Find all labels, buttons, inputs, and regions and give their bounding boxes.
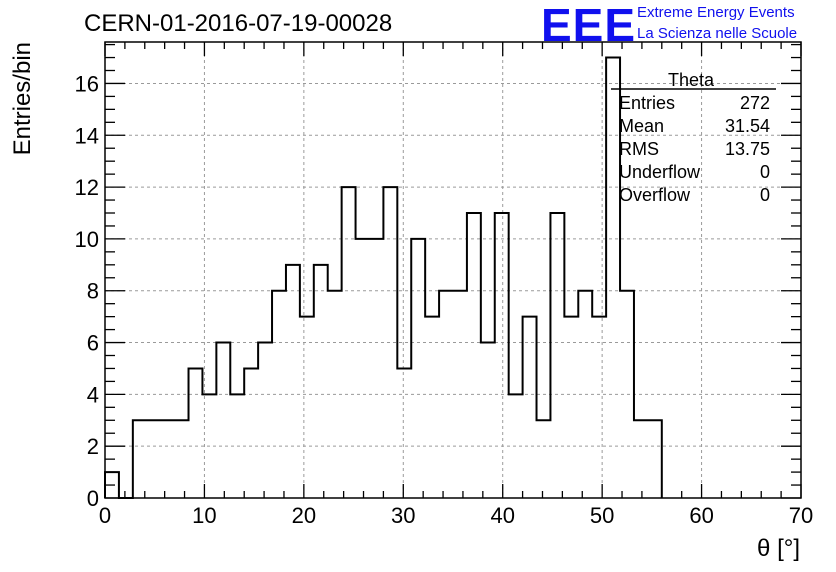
stat-label-entries: Entries (619, 93, 676, 113)
histogram-bin (648, 420, 662, 498)
y-tick-label: 6 (87, 331, 99, 356)
histogram-bin (537, 420, 551, 498)
histogram-bin (397, 368, 411, 498)
histogram-bin (258, 343, 272, 498)
histogram-bin (495, 213, 509, 498)
plot-title: CERN-01-2016-07-19-00028 (84, 10, 393, 37)
y-axis-label: Entries/bin (9, 42, 36, 155)
axis-tick-labels: 0 10 20 30 40 50 60 70 0 2 4 6 8 10 12 14 16 (75, 71, 814, 528)
logo-subtitle-line2: La Scienza nelle Scuole (637, 25, 798, 42)
x-tick-label: 70 (789, 503, 813, 528)
y-tick-label: 2 (87, 434, 99, 459)
stats-title: Theta (668, 70, 715, 90)
logo-subtitle-line1: Extreme Energy Events (637, 4, 795, 21)
eee-logo: EEE (541, 0, 637, 51)
y-tick-label: 8 (87, 279, 99, 304)
histogram-bin (189, 368, 203, 498)
x-tick-label: 60 (689, 503, 713, 528)
stat-label-rms: RMS (619, 139, 659, 159)
y-tick-label: 4 (87, 382, 99, 407)
stat-value-overflow: 0 (759, 185, 770, 205)
histogram-bin (161, 420, 175, 498)
histogram-bin (175, 420, 189, 498)
histogram-bin (606, 58, 620, 498)
x-tick-label: 0 (99, 503, 111, 528)
histogram-bin (369, 239, 383, 498)
histogram-bin (356, 239, 370, 498)
histogram-bin (550, 213, 564, 498)
histogram-bin (300, 317, 314, 498)
histogram-outline (104, 56, 663, 499)
histogram-bin (481, 343, 495, 498)
stat-value-mean: 31.54 (724, 116, 770, 136)
histogram-bin (634, 420, 648, 498)
histogram-bin (286, 265, 300, 498)
grid-lines (105, 42, 801, 498)
axis-ticks (104, 42, 802, 499)
histogram-bin (244, 368, 258, 498)
y-tick-label: 0 (87, 486, 99, 511)
y-tick-label: 14 (75, 123, 99, 148)
x-axis-label: θ [°] (757, 535, 800, 562)
y-tick-label: 12 (75, 175, 99, 200)
plot-frame (104, 41, 802, 499)
stat-label-overflow: Overflow (619, 185, 691, 205)
x-tick-label: 50 (590, 503, 614, 528)
histogram-bin (564, 317, 578, 498)
histogram-bins (104, 56, 663, 499)
stat-label-underflow: Underflow (619, 162, 701, 182)
histogram-bin (523, 317, 537, 498)
histogram-bin (147, 420, 161, 498)
histogram-bin (592, 317, 606, 498)
histogram-bin (133, 420, 147, 498)
y-tick-label: 16 (75, 71, 99, 96)
histogram-bin (467, 213, 481, 498)
x-tick-label: 30 (391, 503, 415, 528)
stat-label-mean: Mean (619, 116, 665, 136)
x-tick-label: 40 (490, 503, 514, 528)
histogram-bin (425, 317, 439, 498)
x-tick-label: 20 (292, 503, 316, 528)
stat-value-entries: 272 (739, 93, 770, 113)
x-tick-label: 10 (192, 503, 216, 528)
histogram-bin (411, 239, 425, 498)
histogram-bin (314, 265, 328, 498)
stat-value-underflow: 0 (759, 162, 770, 182)
y-tick-label: 10 (75, 227, 99, 252)
histogram-bin (216, 343, 230, 498)
stat-value-rms: 13.75 (724, 139, 770, 159)
